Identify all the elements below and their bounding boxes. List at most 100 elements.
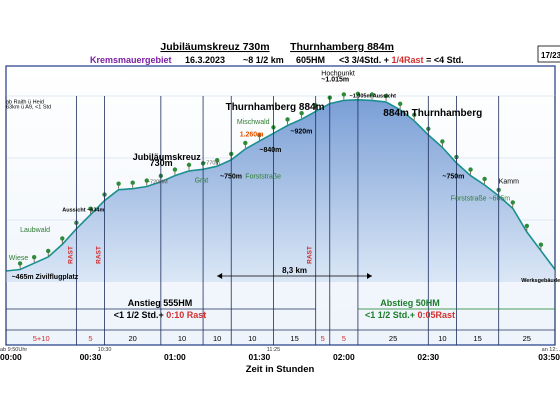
tree-crown-38 <box>538 242 544 247</box>
tree-crown-21 <box>299 111 304 116</box>
segment-label-13: 25 <box>523 334 531 343</box>
x-tick-4: 02:00 <box>333 352 355 362</box>
clock-label-0: ab 9:50Uhr <box>0 347 27 353</box>
annotation-6: Jubiläumskreuz <box>133 152 202 162</box>
tree-crown-10 <box>144 178 149 183</box>
x-tick-5: 02:30 <box>417 352 439 362</box>
profile-layer <box>5 91 556 282</box>
x-axis-label: Zeit in Stunden <box>246 364 315 375</box>
distance-arrow-right <box>367 273 372 279</box>
chart-header: Jubiläumskreuz 730m Thurnhamberg 884m Kr… <box>90 41 560 65</box>
annotation-5: Aussicht ~634m <box>62 208 104 214</box>
ascent-time: <1 1/2 Std.+ 0:10 Rast <box>114 310 207 320</box>
rest-marker-2: RAST <box>307 246 314 264</box>
annotation-4: Laubwald <box>20 227 50 234</box>
descent-title: Abstieg 50HM <box>380 298 440 308</box>
segment-label-4: 10 <box>178 334 186 343</box>
tree-crown-37 <box>524 223 530 229</box>
annotation-17: Thurnhamberg 884m <box>226 102 325 113</box>
profile-line <box>5 98 556 272</box>
ascent-title: Anstieg 555HM <box>128 298 193 308</box>
title-right: Thurnhamberg 884m <box>290 41 394 53</box>
date-label: 16.3.2023 <box>185 55 225 65</box>
segment-label-2: 5 <box>88 334 92 343</box>
annotation-19: ~1.015m <box>321 77 349 84</box>
tree-crown-2 <box>31 255 37 260</box>
segment-label-6: 10 <box>248 334 256 343</box>
time-rest-label: 1/4Rast <box>392 55 424 65</box>
tree-crown-33 <box>468 167 473 172</box>
summary-block: Anstieg 555HM <1 1/2 Std.+ 0:10 Rast Abs… <box>114 298 455 320</box>
segment-label-12: 15 <box>473 334 481 343</box>
time-total-label: <3 3/4Std. + 1/4Rast = <4 Std. <box>339 55 464 65</box>
segment-label-3: 20 <box>129 334 137 343</box>
annotation-14: 1.260m <box>240 131 264 138</box>
segment-label-1: 5+10 <box>33 334 50 343</box>
annotation-10: Grat <box>195 178 209 185</box>
title-left: Jubiläumskreuz 730m <box>160 41 269 53</box>
annotation-24: Forststraße ~665m <box>451 196 510 203</box>
x-axis: 00:00 00:30 01:00 01:30 02:00 02:30 03:50 ab 9:… <box>0 347 560 362</box>
tree-crown-1 <box>17 261 23 266</box>
annotation-0: ab Raith ü Heid <box>6 100 44 106</box>
segment-label-11: 10 <box>438 334 446 343</box>
tree-crown-17 <box>243 140 248 146</box>
tree-crown-9 <box>130 180 135 185</box>
annotation-15: ~920m <box>290 128 312 135</box>
elevation-gain-label: 605HM <box>296 55 325 65</box>
x-tick-1: 00:30 <box>80 352 102 362</box>
annotation-8: ~770m <box>203 161 220 167</box>
annotation-1: 63km ü A9, <1 Std <box>6 104 51 110</box>
distance-label: 8,3 km <box>282 266 307 275</box>
tree-crown-24 <box>341 92 347 97</box>
segment-label-7: 15 <box>290 334 298 343</box>
tree-crown-26 <box>369 92 375 97</box>
tree-crown-20 <box>285 117 290 122</box>
segment-label-9: 5 <box>342 334 346 343</box>
x-tick-6: 03:50 <box>538 352 560 362</box>
tree-crown-4 <box>60 236 65 241</box>
tree-crown-34 <box>482 176 487 182</box>
clock-label-2: 11:25 <box>267 347 280 353</box>
tree-crown-31 <box>440 139 445 144</box>
annotation-12: Forststraße <box>245 174 281 181</box>
annotation-22: ~750m <box>442 174 464 181</box>
descent-time: <1 1/2 Std.+ 0:05Rast <box>365 310 455 320</box>
tree-crown-18 <box>257 132 262 138</box>
distance-label: ~8 1/2 km <box>243 55 284 65</box>
page-badge: 17/23 <box>541 51 560 60</box>
tree-crown-12 <box>172 167 178 172</box>
tree-crown-36 <box>510 200 515 205</box>
tree-crown-13 <box>186 162 192 168</box>
page-badge-box <box>537 45 560 63</box>
segment-label-5: 10 <box>213 334 221 343</box>
descent-rest: 0:05Rast <box>418 310 456 320</box>
ascent-rest: 0:10 Rast <box>166 310 206 320</box>
tree-crown-6 <box>88 206 93 211</box>
distance-arrow-left <box>217 273 223 279</box>
annotation-16: Mischwald <box>237 119 270 126</box>
annotation-18: Hochpunkt <box>321 70 355 77</box>
tree-crown-28 <box>397 101 403 107</box>
tree-crown-3 <box>46 248 51 254</box>
x-tick-0: 00:00 <box>0 352 22 362</box>
annotation-21: 884m Thurnhamberg <box>383 108 482 119</box>
annotation-11: ~750m <box>220 174 242 181</box>
x-tick-3: 01:30 <box>249 352 271 362</box>
annotation-7: 730m <box>150 158 173 168</box>
tree-crown-8 <box>116 181 121 186</box>
x-tick-2: 01:00 <box>164 352 186 362</box>
annotation-9: ~720HM <box>147 179 168 185</box>
tree-crown-29 <box>412 112 417 117</box>
annotation-20: ~1.005m Aussicht <box>350 93 397 99</box>
annotation-3: Wiese <box>9 255 29 262</box>
tree-crown-27 <box>383 93 389 99</box>
clock-label-1: 10:30 <box>98 347 112 353</box>
rest-marker-1: RAST <box>96 246 103 264</box>
segment-label-8: 5 <box>321 334 325 343</box>
tree-crown-15 <box>214 157 220 163</box>
annotation-13: ~840m <box>259 147 281 154</box>
